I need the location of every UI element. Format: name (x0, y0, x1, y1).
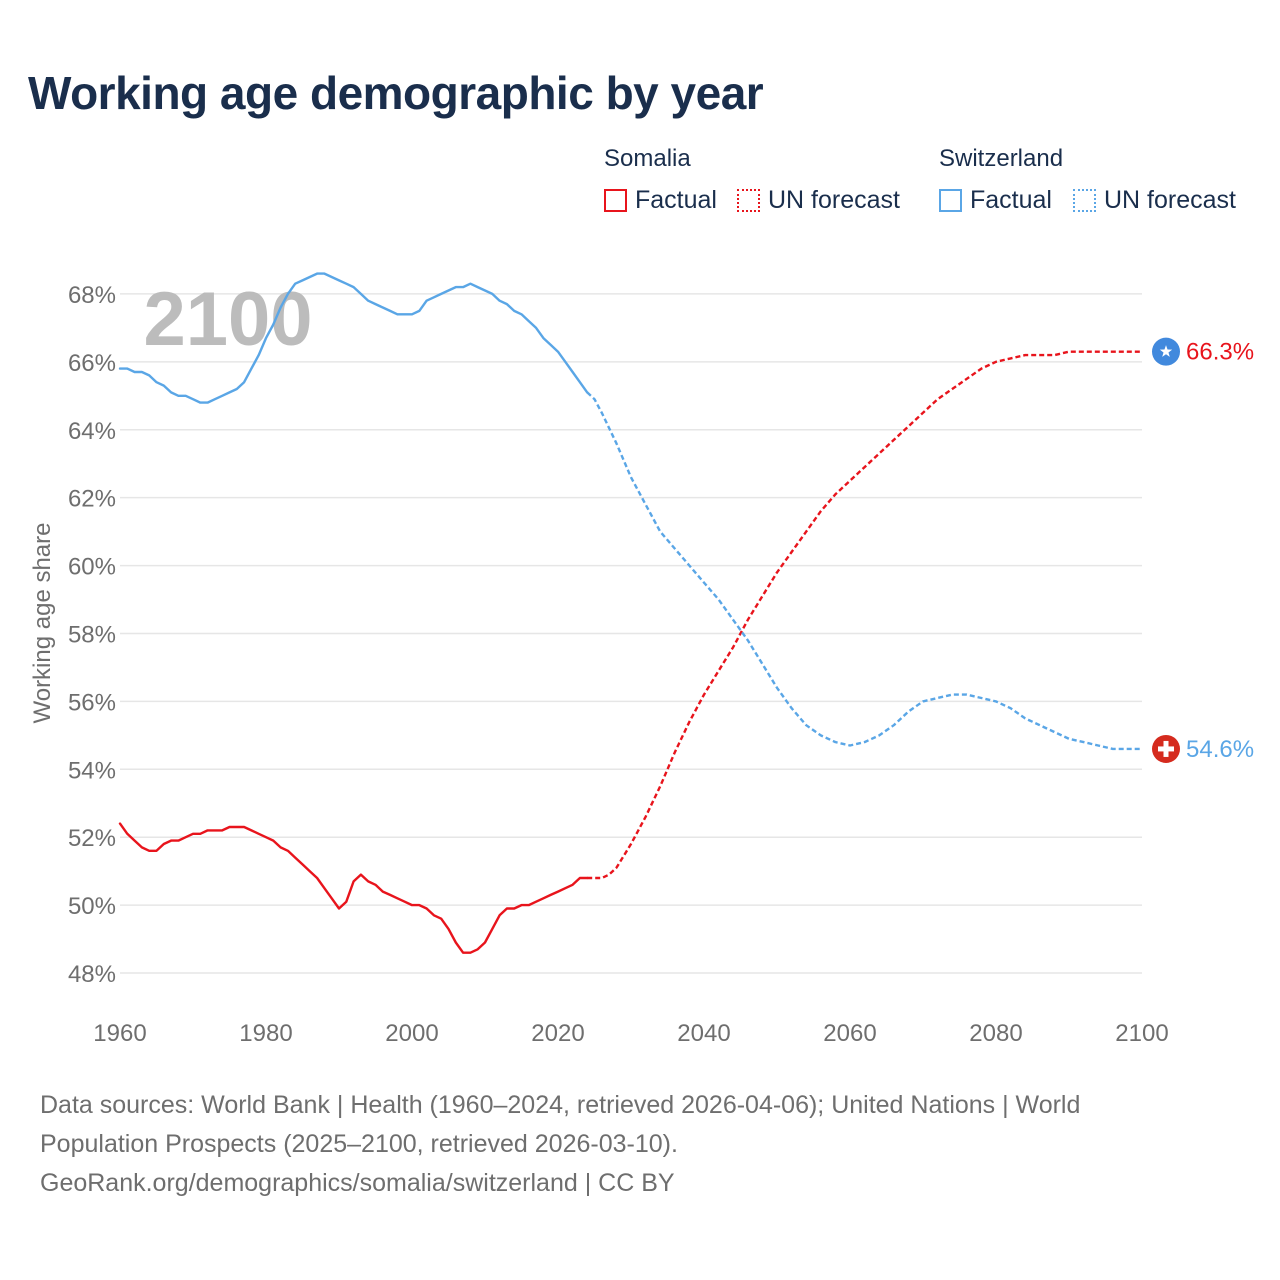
footer: Data sources: World Bank | Health (1960–… (40, 1086, 1240, 1203)
y-tick-label: 56% (68, 689, 116, 716)
y-tick-label: 52% (68, 825, 116, 852)
x-tick-label: 1960 (93, 1020, 146, 1047)
x-tick-label: 1980 (239, 1020, 292, 1047)
chart-title: Working age demographic by year (28, 67, 764, 119)
footer-sources-1: Data sources: World Bank | Health (1960–… (40, 1091, 1081, 1119)
end-labels: 66.3% 54.6% (1152, 337, 1254, 763)
switzerland-end-label: 54.6% (1186, 736, 1254, 763)
y-tick-label: 60% (68, 554, 116, 581)
series-lines (118, 272, 1142, 954)
year-watermark: 2100 (143, 277, 312, 362)
legend-swatch-dotted (1073, 188, 1096, 212)
y-axis-ticks: 48% 50% 52% 54% 56% 58% 60% 62% 64% 66% 68% (68, 282, 116, 988)
legend-group-switzerland: Switzerland (939, 145, 1064, 172)
legend-switzerland-forecast[interactable]: UN forecast (1073, 186, 1236, 214)
somalia-flag-icon (1152, 337, 1180, 366)
y-axis-label: Working age share (29, 523, 56, 724)
somalia-factual-line[interactable] (118, 822, 589, 954)
x-tick-label: 2040 (677, 1020, 730, 1047)
switzerland-factual-line[interactable] (118, 272, 589, 404)
gridlines (120, 293, 1142, 974)
x-tick-label: 2100 (1115, 1020, 1168, 1047)
legend-label: Factual (635, 185, 717, 214)
x-axis-ticks: 1960 1980 2000 2020 2040 2060 2080 2100 (93, 1020, 1168, 1047)
y-tick-label: 48% (68, 961, 116, 988)
y-tick-label: 50% (68, 893, 116, 920)
x-tick-label: 2060 (823, 1020, 876, 1047)
legend-label: UN forecast (768, 185, 900, 214)
somalia-end-label: 66.3% (1186, 339, 1254, 366)
switzerland-flag-icon (1152, 734, 1180, 763)
somalia-forecast-line[interactable] (587, 350, 1142, 880)
x-tick-label: 2000 (385, 1020, 438, 1047)
legend-label: Factual (970, 185, 1052, 214)
y-tick-label: 54% (68, 757, 116, 784)
legend-swatch-solid (939, 188, 962, 212)
y-tick-label: 64% (68, 418, 116, 445)
legend-swatch-dotted (737, 188, 760, 212)
legend-label: UN forecast (1104, 185, 1236, 214)
legend-somalia-factual[interactable]: Factual (604, 186, 717, 214)
y-tick-label: 66% (68, 350, 116, 377)
y-tick-label: 58% (68, 621, 116, 648)
legend-switzerland-factual[interactable]: Factual (939, 186, 1052, 214)
x-tick-label: 2080 (969, 1020, 1022, 1047)
legend-somalia-forecast[interactable]: UN forecast (737, 186, 900, 214)
footer-sources-2: Population Prospects (2025–2100, retriev… (40, 1130, 678, 1158)
legend-group-somalia: Somalia (604, 145, 691, 172)
switzerland-forecast-line[interactable] (586, 391, 1142, 751)
footer-credit[interactable]: GeoRank.org/demographics/somalia/switzer… (40, 1169, 675, 1197)
x-tick-label: 2020 (531, 1020, 584, 1047)
y-tick-label: 62% (68, 486, 116, 513)
y-tick-label: 68% (68, 282, 116, 309)
line-chart: 2100 48% 50% 52% 54% 56% 58% 60% 62% 64% 66% 68% 1… (29, 272, 1254, 1047)
legend-swatch-solid (604, 188, 627, 212)
